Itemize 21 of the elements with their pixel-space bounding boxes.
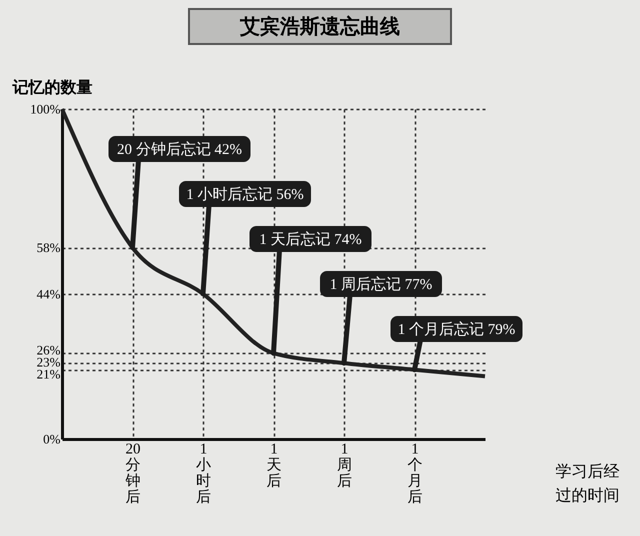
annotation: 1 小时后忘记 56% (186, 186, 304, 203)
x-tick-label: 20分钟后 (124, 442, 140, 506)
x-tick-label: 1天后 (266, 442, 282, 490)
annotation: 1 天后忘记 74% (259, 231, 362, 248)
chart-title: 艾宾浩斯遗忘曲线 (188, 8, 452, 45)
y-tick-label: 58% (36, 240, 61, 256)
y-axis-title: 记忆的数量 (12, 78, 92, 96)
y-tick-label: 23% (36, 354, 61, 370)
annotation: 20 分钟后忘记 42% (117, 141, 242, 158)
annotation: 1 周后忘记 77% (330, 276, 432, 293)
line-series (60, 107, 487, 378)
y-tick-label: 44% (36, 286, 61, 302)
annotation: 1 个月后忘记 79% (398, 321, 516, 338)
x-axis-title: 学习后经过的时间 (556, 462, 620, 504)
y-tick-label: 26% (36, 342, 61, 358)
x-tick-label: 1个月后 (408, 442, 422, 506)
y-tick-label: 0% (43, 432, 61, 446)
y-tick-label: 100% (30, 102, 61, 116)
y-tick-label: 21% (36, 366, 61, 382)
x-tick-label: 1小时后 (196, 442, 211, 506)
x-tick-label: 1周后 (337, 442, 352, 490)
